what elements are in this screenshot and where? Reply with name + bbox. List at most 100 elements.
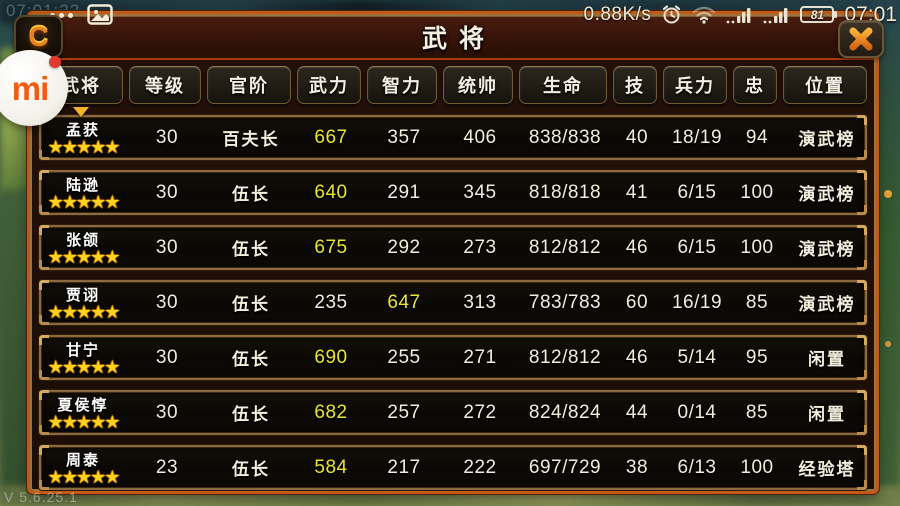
general-name-cell: 陆逊 ★★★★★ — [41, 172, 125, 213]
cell-attack: 640 — [314, 181, 348, 203]
general-row[interactable]: 夏侯惇 ★★★★★ 30 伍长 682 257 272 824/824 44 0… — [39, 390, 867, 435]
cell-loyalty: 100 — [740, 236, 774, 258]
general-row[interactable]: 张颌 ★★★★★ 30 伍长 675 292 273 812/812 46 6/… — [39, 225, 867, 270]
cell-rank: 伍长 — [232, 185, 270, 204]
general-name: 周泰 — [65, 452, 100, 469]
cell-intelligence: 647 — [387, 291, 421, 313]
cell-leadership: 271 — [463, 346, 497, 368]
star-rating: ★★★★★ — [47, 192, 121, 212]
column-header-label: 兵力 — [675, 76, 715, 96]
cell-level: 23 — [155, 456, 179, 478]
general-row[interactable]: 陆逊 ★★★★★ 30 伍长 640 291 345 818/818 41 6/… — [39, 170, 867, 215]
panel-title: 武将 — [421, 25, 496, 53]
cell-intelligence: 257 — [387, 401, 421, 423]
status-right: 0.88K/s — [584, 3, 898, 27]
cell-position: 演武榜 — [798, 130, 856, 149]
cell-position: 经验塔 — [798, 460, 856, 479]
column-header-rank[interactable]: 官阶 — [207, 66, 291, 104]
star-rating: ★★★★★ — [47, 467, 121, 487]
cell-loyalty: 85 — [745, 291, 769, 313]
column-header-position[interactable]: 位置 — [783, 66, 867, 104]
cell-leadership: 222 — [463, 456, 497, 478]
column-header-label: 等级 — [145, 76, 185, 96]
star-rating: ★★★★★ — [47, 247, 121, 267]
cell-attack: 682 — [314, 401, 348, 423]
panel-titlebar: 武将 — [32, 16, 874, 60]
column-header-level[interactable]: 等级 — [129, 66, 201, 104]
cell-rank: 伍长 — [232, 350, 270, 369]
close-button[interactable] — [838, 20, 884, 58]
cell-skill: 40 — [625, 126, 649, 148]
cell-intelligence: 292 — [387, 236, 421, 258]
column-header-skill[interactable]: 技 — [613, 66, 657, 104]
column-header-label: 位置 — [805, 76, 845, 96]
background-sparkle — [884, 190, 892, 198]
cell-level: 30 — [155, 126, 179, 148]
background-ground — [0, 486, 900, 506]
column-header-loyalty[interactable]: 忠 — [733, 66, 777, 104]
cell-rank: 百夫长 — [222, 130, 280, 149]
cell-rank: 伍长 — [232, 240, 270, 259]
column-header-label: 武力 — [309, 76, 349, 96]
cell-rank: 伍长 — [232, 405, 270, 424]
column-header-hp[interactable]: 生命 — [519, 66, 607, 104]
general-name: 孟获 — [65, 122, 100, 139]
column-header-troops[interactable]: 兵力 — [663, 66, 727, 104]
signal-icon-sim2 — [763, 6, 790, 24]
column-header-label: 武将 — [61, 76, 101, 96]
column-header-lead[interactable]: 统帅 — [443, 66, 513, 104]
row-corner-ornament — [857, 480, 867, 490]
row-corner-ornament — [857, 150, 867, 160]
recorder-app-letter: C — [28, 20, 49, 52]
cell-attack: 235 — [314, 291, 348, 313]
row-corner-ornament — [857, 370, 867, 380]
star-rating: ★★★★★ — [47, 357, 121, 377]
mi-assistant-button[interactable]: mi — [0, 50, 68, 126]
row-corner-ornament — [857, 390, 867, 400]
cell-position: 演武榜 — [798, 295, 856, 314]
general-name-cell: 贾诩 ★★★★★ — [41, 282, 125, 323]
star-rating: ★★★★★ — [47, 412, 121, 432]
row-corner-ornament — [857, 115, 867, 125]
cell-leadership: 313 — [463, 291, 497, 313]
cell-troops: 6/15 — [677, 236, 717, 258]
cell-position: 闲置 — [808, 405, 846, 424]
cell-troops: 5/14 — [677, 346, 717, 368]
column-header-label: 官阶 — [229, 76, 269, 96]
close-icon — [849, 27, 873, 51]
wifi-icon — [692, 6, 716, 24]
cell-intelligence: 217 — [387, 456, 421, 478]
cell-intelligence: 255 — [387, 346, 421, 368]
cell-troops: 0/14 — [677, 401, 717, 423]
general-row[interactable]: 孟获 ★★★★★ 30 百夫长 667 357 406 838/838 40 1… — [39, 115, 867, 160]
cell-troops: 6/13 — [677, 456, 717, 478]
general-row[interactable]: 贾诩 ★★★★★ 30 伍长 235 647 313 783/783 60 16… — [39, 280, 867, 325]
cell-position: 闲置 — [808, 350, 846, 369]
column-header-int[interactable]: 智力 — [367, 66, 437, 104]
column-header-atk[interactable]: 武力 — [297, 66, 361, 104]
cell-life: 783/783 — [528, 291, 602, 313]
cell-troops: 18/19 — [671, 126, 723, 148]
general-name: 陆逊 — [65, 177, 100, 194]
general-row[interactable]: 周泰 ★★★★★ 23 伍长 584 217 222 697/729 38 6/… — [39, 445, 867, 490]
column-header-label: 统帅 — [458, 76, 498, 96]
signal-icon-sim1 — [726, 6, 753, 24]
cell-troops: 16/19 — [671, 291, 723, 313]
row-corner-ornament — [857, 315, 867, 325]
battery-percent: 81 — [810, 7, 825, 22]
cell-loyalty: 95 — [745, 346, 769, 368]
cell-level: 30 — [155, 291, 179, 313]
cell-life: 818/818 — [528, 181, 602, 203]
row-corner-ornament — [857, 445, 867, 455]
cell-intelligence: 291 — [387, 181, 421, 203]
column-header-label: 忠 — [745, 76, 765, 96]
notification-badge — [49, 56, 61, 68]
row-corner-ornament — [857, 260, 867, 270]
cell-position: 演武榜 — [798, 185, 856, 204]
row-corner-ornament — [857, 425, 867, 435]
cell-leadership: 272 — [463, 401, 497, 423]
general-row[interactable]: 甘宁 ★★★★★ 30 伍长 690 255 271 812/812 46 5/… — [39, 335, 867, 380]
cell-skill: 46 — [625, 346, 649, 368]
cell-level: 30 — [155, 236, 179, 258]
